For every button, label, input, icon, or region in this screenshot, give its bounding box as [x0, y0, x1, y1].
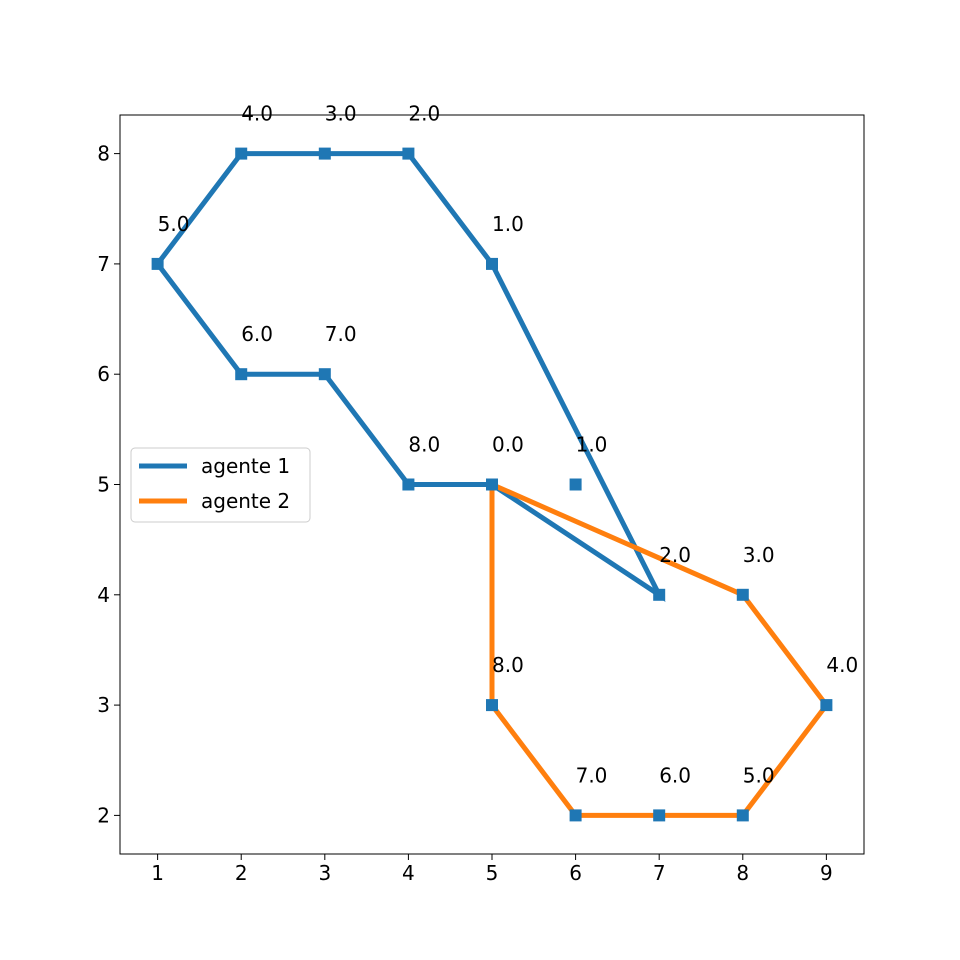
point-label: 5.0 [743, 763, 775, 787]
data-point-marker [235, 147, 248, 160]
data-point-marker [318, 147, 331, 160]
data-point-marker [486, 478, 498, 491]
data-point-marker [235, 368, 248, 381]
data-point-marker [820, 699, 833, 712]
point-label: 0.0 [492, 433, 524, 457]
x-tick-label: 2 [235, 861, 248, 885]
y-tick-label: 6 [97, 362, 110, 386]
point-label: 8.0 [408, 433, 440, 457]
x-tick-label: 7 [653, 861, 666, 885]
point-label: 4.0 [826, 653, 858, 677]
data-point-marker [486, 699, 498, 712]
data-point-marker [402, 147, 415, 160]
x-tick-label: 5 [486, 861, 499, 885]
data-point-marker [151, 257, 164, 270]
data-point-marker [486, 257, 498, 270]
series-line-2 [489, 482, 830, 818]
data-point-marker [569, 478, 582, 491]
point-label: 3.0 [325, 102, 357, 126]
y-tick-label: 7 [97, 252, 110, 276]
x-tick-label: 6 [569, 861, 582, 885]
point-label: 1.0 [492, 212, 524, 236]
point-label: 8.0 [492, 653, 524, 677]
y-tick-label: 2 [97, 803, 110, 827]
x-tick-label: 8 [736, 861, 749, 885]
point-label: 3.0 [743, 543, 775, 567]
y-tick-label: 3 [97, 693, 110, 717]
point-label: 6.0 [241, 322, 273, 346]
x-tick-label: 9 [820, 861, 833, 885]
data-point-marker [318, 368, 331, 381]
point-label: 2.0 [659, 543, 691, 567]
legend-label-1: agente 1 [201, 454, 290, 478]
legend: agente 1 agente 2 [130, 447, 311, 523]
data-point-marker [653, 809, 666, 822]
axes: 1 2 3 4 5 6 7 8 9 2 3 4 5 6 7 8 [97, 142, 832, 885]
y-tick-label: 5 [97, 473, 110, 497]
x-tick-label: 1 [151, 861, 164, 885]
point-label: 5.0 [158, 212, 190, 236]
data-point-marker [402, 478, 415, 491]
data-point-marker [653, 588, 666, 601]
x-tick-label: 4 [402, 861, 415, 885]
data-point-marker [569, 809, 582, 822]
x-tick-label: 3 [318, 861, 331, 885]
point-label: 6.0 [659, 763, 691, 787]
point-label: 2.0 [408, 102, 440, 126]
point-label: 4.0 [241, 102, 273, 126]
point-label: 1.0 [576, 433, 608, 457]
plot-area: 4.0 3.0 2.0 5.0 1.0 6.0 7.0 8.0 0.0 1.0 2.0 3.0 8.0 4… [151, 102, 858, 822]
point-label: 7.0 [325, 322, 357, 346]
y-tick-label: 8 [97, 142, 110, 166]
data-point-marker [736, 809, 749, 822]
legend-label-2: agente 2 [201, 489, 290, 513]
point-label: 7.0 [576, 763, 608, 787]
y-tick-label: 4 [97, 583, 110, 607]
data-point-marker [736, 588, 749, 601]
